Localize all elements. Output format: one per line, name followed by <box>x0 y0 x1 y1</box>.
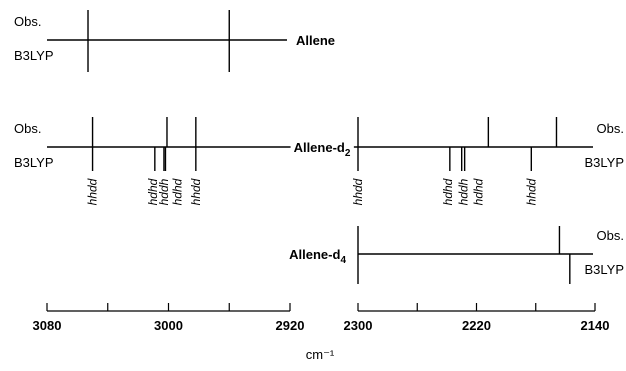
obs-label: Obs. <box>597 228 624 243</box>
assignment-label: hhdd <box>351 178 365 205</box>
tick-label: 2300 <box>344 318 373 333</box>
calc-label: B3LYP <box>584 155 624 170</box>
tick-label: 2220 <box>462 318 491 333</box>
assignment-label: hdhd <box>146 178 160 205</box>
assignment-label: hhdd <box>524 178 538 205</box>
molecule-name: Allene <box>296 33 335 48</box>
molecule-row: Allene Obs. B3LYP <box>14 10 339 72</box>
molecule-name-bg <box>293 32 339 49</box>
assignment-label: hdhd <box>441 178 455 205</box>
molecule-name-bg <box>290 139 354 160</box>
molecule-name: Allene-d4 <box>289 247 346 266</box>
tick-label: 2920 <box>276 318 305 333</box>
calc-label: B3LYP <box>584 262 624 277</box>
assignment-label: hdhd <box>170 178 184 205</box>
assignment-label: hdhd <box>472 178 486 205</box>
assignment-label: hhdd <box>189 178 203 205</box>
calc-label: B3LYP <box>14 48 54 63</box>
x-axis-label: cm⁻¹ <box>306 347 335 362</box>
obs-label: Obs. <box>14 121 41 136</box>
assignment-label: hddh <box>457 178 471 205</box>
molecule-row: Allene-d2 Obs. B3LYP Obs. B3LYP <box>14 117 624 171</box>
tick-label: 3080 <box>33 318 62 333</box>
obs-label: Obs. <box>597 121 624 136</box>
molecule-name: Allene-d2 <box>294 140 351 159</box>
assignment-label: hddh <box>157 178 171 205</box>
x-axis-right: 2300 2220 2140 <box>344 303 610 333</box>
molecule-name-bg <box>286 246 350 267</box>
obs-label: Obs. <box>14 14 41 29</box>
tick-label: 3000 <box>154 318 183 333</box>
assignment-label: hhdd <box>86 178 100 205</box>
x-axis-left: 3080 3000 2920 <box>33 303 305 333</box>
calc-label: B3LYP <box>14 155 54 170</box>
molecule-row: Allene-d4 Obs. B3LYP <box>286 226 624 284</box>
tick-label: 2140 <box>581 318 610 333</box>
